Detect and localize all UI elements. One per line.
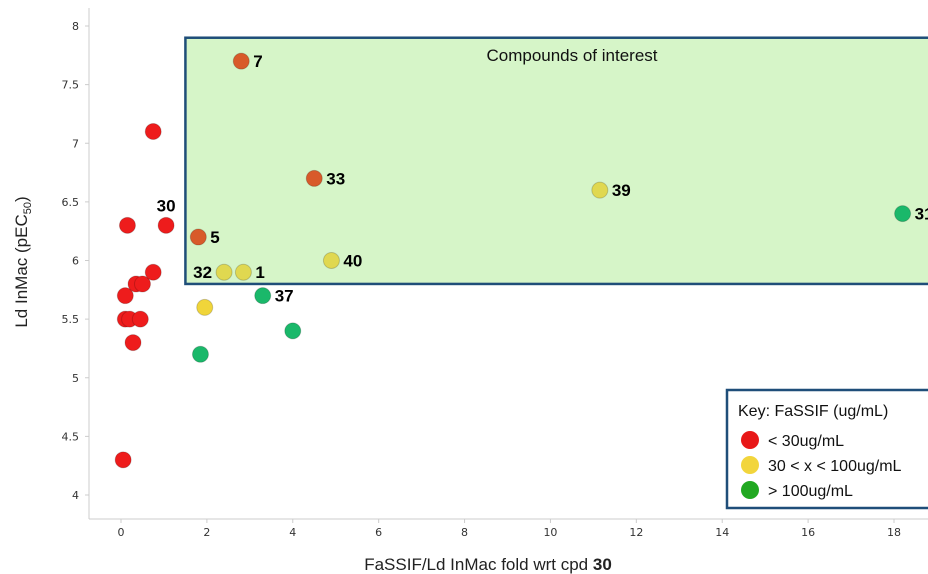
y-tick-label: 5.5: [62, 313, 80, 326]
data-point: [322, 252, 340, 269]
data-point-label: 39: [612, 181, 631, 200]
data-point: [114, 451, 132, 469]
legend-entry-label: < 30ug/mL: [768, 433, 844, 450]
data-point-label: 32: [193, 263, 212, 282]
x-tick-label: 4: [289, 526, 296, 539]
data-point-label: 1: [255, 263, 264, 282]
y-tick-label: 8: [72, 20, 79, 33]
y-tick-label: 4: [72, 489, 79, 502]
data-point: [232, 52, 250, 70]
data-point: [591, 181, 609, 199]
data-point-label: 31: [915, 205, 928, 224]
legend-title: Key: FaSSIF (ug/mL): [738, 403, 888, 420]
data-point: [144, 263, 162, 281]
x-tick-label: 2: [203, 526, 210, 539]
region-title: Compounds of interest: [486, 46, 657, 65]
x-tick-label: 18: [887, 526, 901, 539]
y-tick-label: 7: [72, 137, 79, 150]
data-point: [116, 287, 134, 305]
data-point: [305, 169, 323, 187]
data-point-label: 40: [343, 252, 362, 271]
y-tick-label: 6: [72, 255, 79, 268]
x-tick-label: 10: [543, 526, 557, 539]
x-tick-label: 14: [715, 526, 729, 539]
data-point: [894, 205, 912, 223]
data-point: [234, 263, 252, 281]
data-point: [191, 345, 209, 363]
legend-swatch: [741, 456, 759, 474]
legend-box: [725, 388, 928, 510]
data-point-label: 33: [326, 169, 345, 188]
data-point-label: 7: [253, 52, 262, 71]
data-point: [284, 322, 302, 340]
x-axis-title: FaSSIF/Ld InMac fold wrt cpd 30: [364, 555, 612, 574]
data-point: [124, 334, 142, 352]
x-tick-label: 8: [461, 526, 468, 539]
x-tick-label: 16: [801, 526, 815, 539]
x-tick-label: 12: [629, 526, 643, 539]
data-point: [133, 275, 151, 293]
x-tick-label: 6: [375, 526, 382, 539]
y-axis-title: Ld InMac (pEC50): [12, 196, 34, 327]
data-point-label: 37: [275, 287, 294, 306]
data-point: [215, 263, 233, 281]
x-tick-label: 0: [118, 526, 125, 539]
data-point: [189, 228, 207, 246]
legend-entry-label: 30 < x < 100ug/mL: [768, 458, 902, 475]
data-point: [131, 310, 149, 328]
data-point-label: 30: [157, 196, 176, 215]
y-tick-label: 6.5: [62, 196, 80, 209]
region-compounds-of-interest: [184, 36, 928, 286]
y-tick-label: 7.5: [62, 79, 80, 92]
data-point: [254, 287, 272, 305]
y-tick-label: 4.5: [62, 430, 80, 443]
legend-entry-label: > 100ug/mL: [768, 483, 853, 500]
data-point: [144, 123, 162, 141]
y-tick-label: 5: [72, 372, 79, 385]
data-point: [157, 216, 175, 234]
data-point-label: 5: [210, 228, 219, 247]
legend-swatch: [741, 431, 759, 449]
data-point: [196, 298, 214, 316]
legend-swatch: [741, 481, 759, 499]
data-point: [118, 216, 136, 234]
